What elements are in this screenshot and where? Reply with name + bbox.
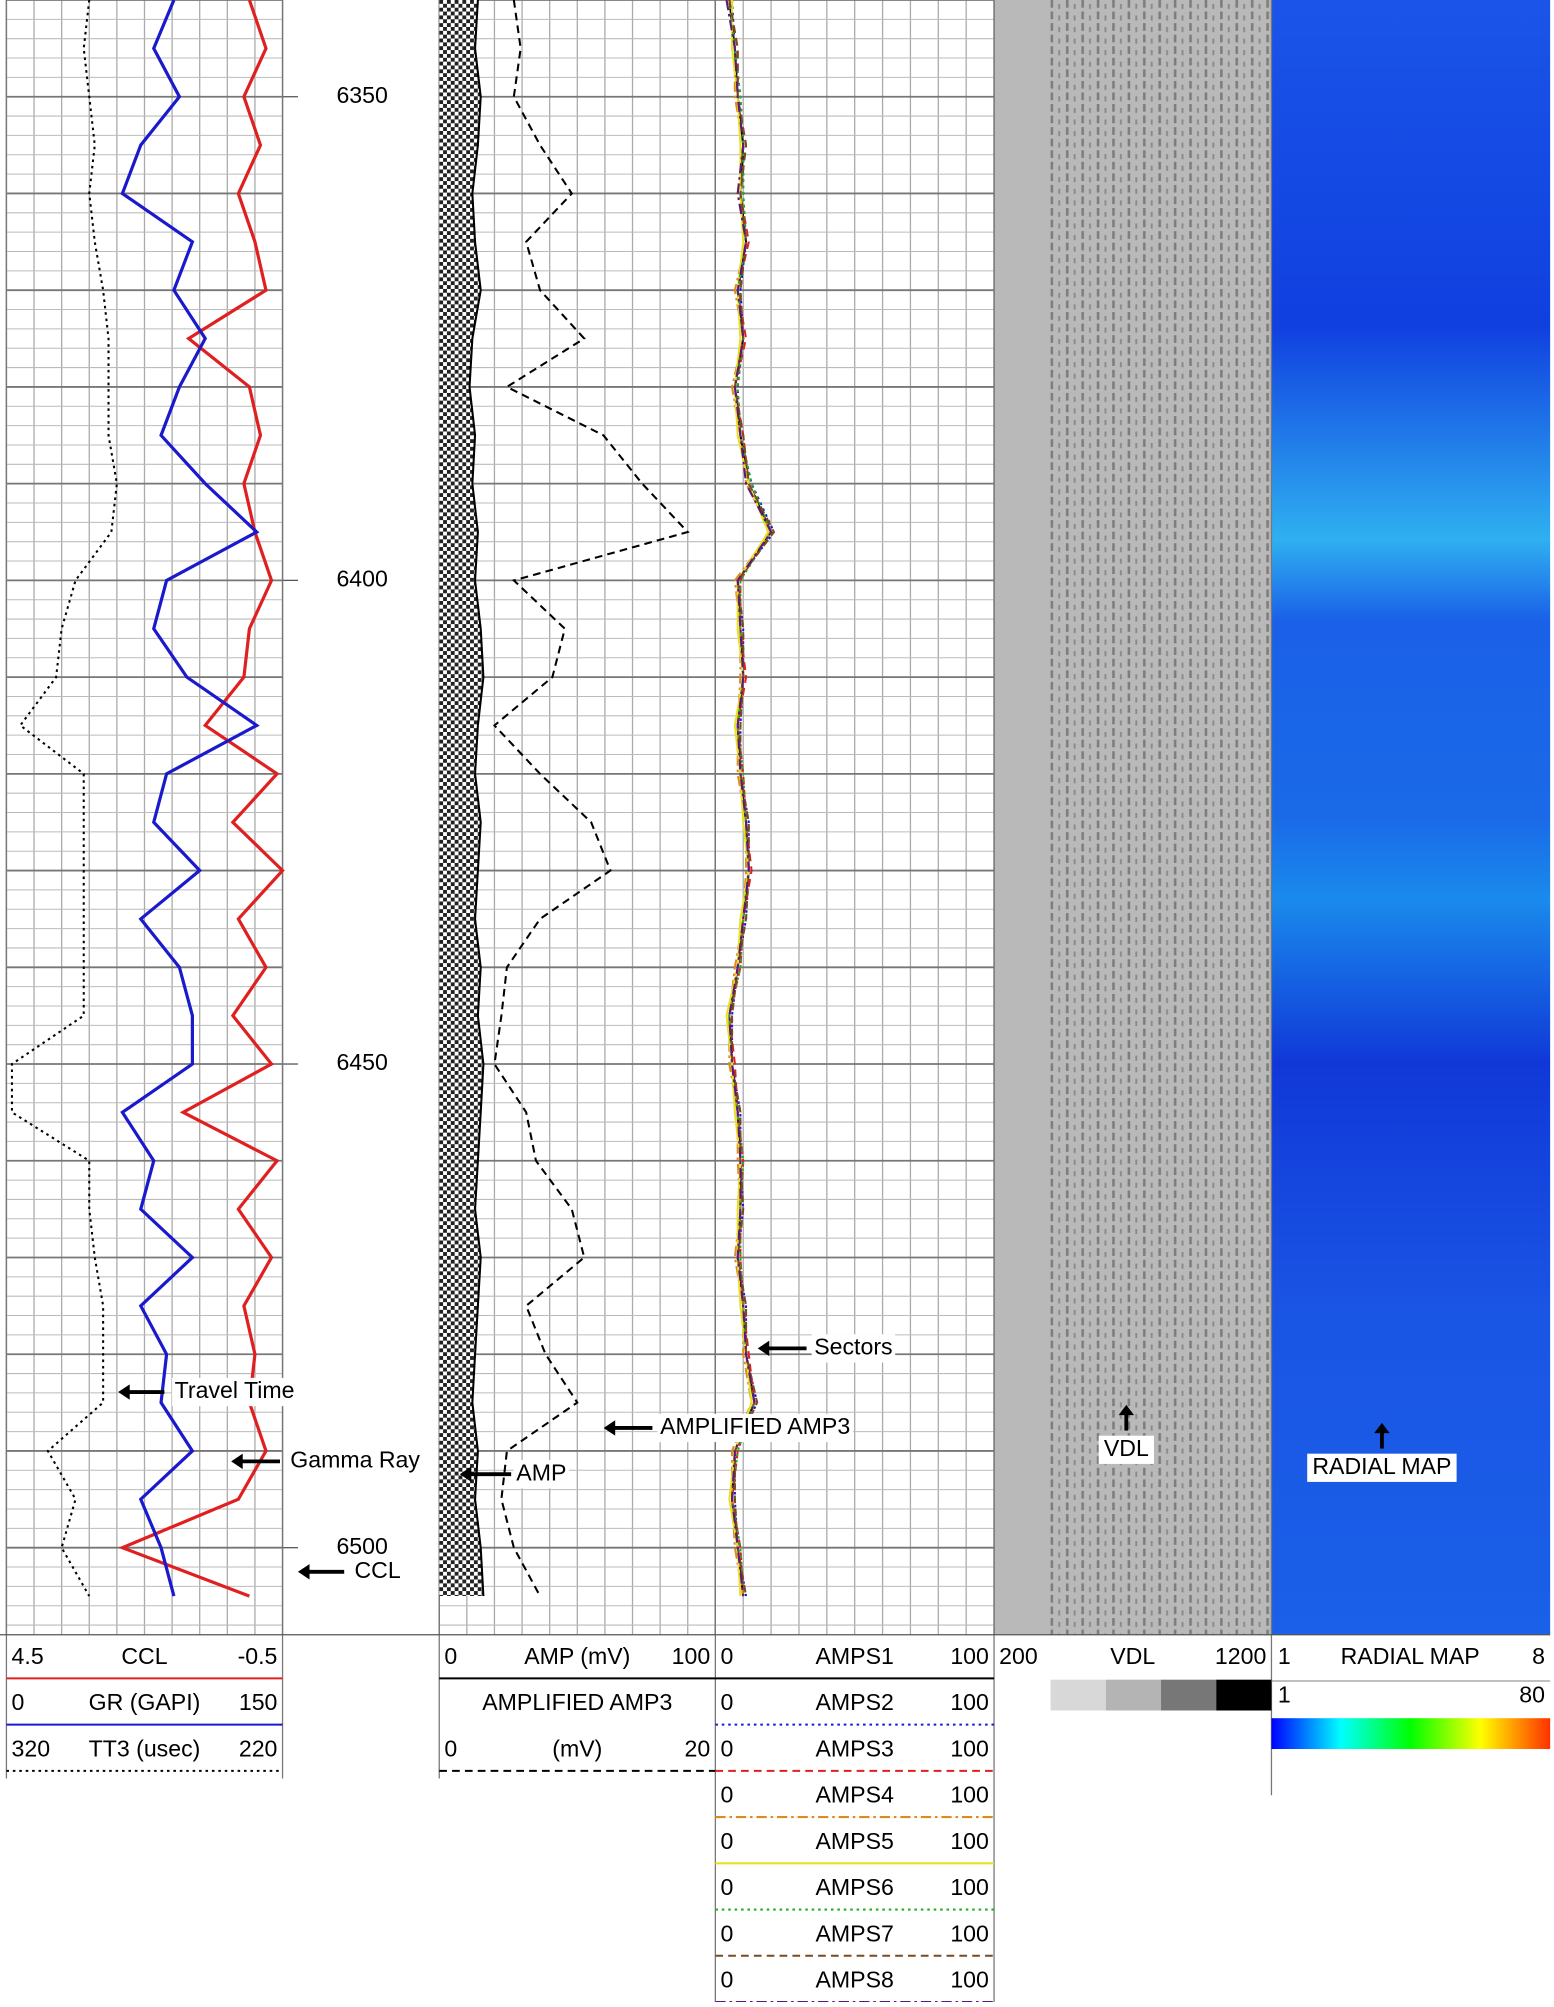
arrow-head — [297, 1564, 310, 1580]
curve-header-name: AMPS4 — [816, 1782, 894, 1808]
scale-max: 100 — [950, 1782, 989, 1808]
scale-min: 0 — [444, 1643, 457, 1669]
scale-max: 100 — [950, 1689, 989, 1715]
annotation: AMP — [516, 1459, 566, 1485]
curve-header-name: AMPS1 — [816, 1643, 894, 1669]
scale-min: 0 — [720, 1920, 733, 1946]
curve — [10, 0, 118, 1597]
arrow-head — [118, 1384, 130, 1400]
curve — [728, 0, 770, 1597]
curve — [725, 0, 770, 1597]
colorbar-min: 1 — [1278, 1681, 1291, 1707]
curve-header-name: AMPS8 — [816, 1967, 894, 1993]
annotation: CCL — [354, 1557, 400, 1583]
label-box — [351, 1557, 404, 1586]
scale-min: 4.5 — [12, 1643, 44, 1669]
scale-max: 20 — [684, 1735, 710, 1761]
curve-header-name: AMPS7 — [816, 1920, 894, 1946]
curve — [468, 0, 485, 1597]
scale-max: 100 — [950, 1874, 989, 1900]
scale-min: 0 — [720, 1689, 733, 1715]
curve — [120, 0, 260, 1597]
curve-header-name: AMPS6 — [816, 1874, 894, 1900]
depth-label: 6500 — [336, 1533, 387, 1559]
scale-max: 100 — [950, 1967, 989, 1993]
arrow-head — [231, 1453, 243, 1470]
arrow-head — [757, 1340, 770, 1357]
vdl-swatch — [1216, 1679, 1272, 1711]
label-box — [1307, 1453, 1457, 1482]
arrow-head — [1374, 1422, 1390, 1434]
curve-header-name: AMPLIFIED AMP3 — [482, 1689, 672, 1715]
curve — [728, 0, 773, 1597]
curve-header-name: CCL — [121, 1643, 167, 1669]
curve — [725, 0, 773, 1597]
curve — [492, 0, 690, 1597]
annotation: VDL — [1104, 1435, 1149, 1461]
label-box — [172, 1377, 298, 1407]
arrow-head — [603, 1420, 616, 1436]
colorbar — [1271, 1718, 1551, 1750]
scale-max: 150 — [239, 1689, 278, 1715]
scale-min: 1 — [1278, 1643, 1291, 1669]
depth-label: 6350 — [336, 82, 387, 108]
scale-min: 0 — [720, 1874, 733, 1900]
annotation: Travel Time — [175, 1377, 295, 1403]
radial-map-image — [1271, 0, 1551, 1635]
scale-max: 100 — [950, 1643, 989, 1669]
annotation: Sectors — [814, 1333, 892, 1359]
scale-max: 100 — [950, 1828, 989, 1854]
arrow-head — [459, 1466, 472, 1482]
curve-header-name: GR (GAPI) — [89, 1689, 201, 1715]
label-box — [513, 1460, 569, 1489]
scale-max: 220 — [239, 1735, 278, 1761]
curve-header-name: AMPS3 — [816, 1735, 894, 1761]
label-box — [287, 1447, 423, 1476]
vdl-early — [994, 0, 1051, 1635]
annotation: RADIAL MAP — [1312, 1453, 1451, 1479]
depth-label: 6400 — [336, 565, 387, 591]
scale-min: 0 — [12, 1689, 25, 1715]
scale-max: 100 — [950, 1920, 989, 1946]
scale-min: 320 — [12, 1735, 51, 1761]
label-box — [1098, 1435, 1154, 1464]
vdl-swatch — [1105, 1679, 1162, 1711]
curve — [728, 0, 773, 1597]
scale-max: -0.5 — [238, 1643, 278, 1669]
scale-max: 8 — [1532, 1643, 1545, 1669]
curve-header-name: TT3 (usec) — [89, 1735, 201, 1761]
curve — [731, 0, 776, 1597]
scale-min: 0 — [720, 1967, 733, 1993]
scale-min: 200 — [999, 1643, 1038, 1669]
vdl-swatch — [1050, 1679, 1106, 1711]
label-box — [657, 1413, 853, 1443]
scale-min: 0 — [720, 1782, 733, 1808]
curve-header-name: AMP (mV) — [524, 1643, 630, 1669]
vdl-swatch — [1161, 1679, 1217, 1711]
radial-name: RADIAL MAP — [1341, 1643, 1480, 1669]
curve-header-name: AMPS2 — [816, 1689, 894, 1715]
scale-max: 100 — [950, 1735, 989, 1761]
curve-fill — [439, 0, 484, 1597]
scale-min: 0 — [720, 1828, 733, 1854]
scale-max: 1200 — [1215, 1643, 1266, 1669]
curve-header-unit: (mV) — [552, 1735, 602, 1761]
scale-min: 0 — [720, 1643, 733, 1669]
colorbar-max: 80 — [1519, 1681, 1545, 1707]
vdl-name: VDL — [1110, 1643, 1155, 1669]
depth-label: 6450 — [336, 1049, 387, 1075]
curve-header-name: AMPS5 — [816, 1828, 894, 1854]
arrow-head — [1118, 1404, 1135, 1416]
curve — [728, 0, 776, 1597]
scale-min: 0 — [720, 1735, 733, 1761]
annotation: AMPLIFIED AMP3 — [660, 1413, 850, 1439]
annotation: Gamma Ray — [290, 1446, 420, 1472]
label-box — [811, 1334, 896, 1363]
scale-max: 100 — [672, 1643, 711, 1669]
curve — [118, 0, 285, 1598]
scale-min: 0 — [444, 1735, 457, 1761]
